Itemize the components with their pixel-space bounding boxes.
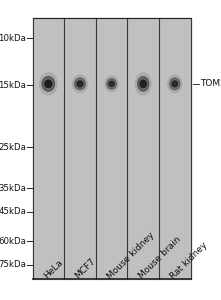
- Ellipse shape: [107, 79, 116, 89]
- Text: 15kDa: 15kDa: [0, 81, 26, 90]
- Ellipse shape: [168, 75, 182, 93]
- Ellipse shape: [72, 75, 88, 93]
- Text: MCF7: MCF7: [74, 257, 97, 281]
- Text: 60kDa: 60kDa: [0, 237, 26, 246]
- Ellipse shape: [74, 78, 85, 90]
- Text: 10kDa: 10kDa: [0, 34, 26, 43]
- Text: Mouse kidney: Mouse kidney: [105, 230, 156, 281]
- Ellipse shape: [170, 78, 180, 90]
- Text: 75kDa: 75kDa: [0, 260, 26, 269]
- Text: Rat kidney: Rat kidney: [168, 240, 209, 281]
- Text: 35kDa: 35kDa: [0, 184, 26, 193]
- Ellipse shape: [138, 76, 149, 91]
- Ellipse shape: [135, 73, 151, 95]
- Text: 25kDa: 25kDa: [0, 142, 26, 152]
- Text: TOM20: TOM20: [200, 79, 221, 88]
- Ellipse shape: [45, 80, 52, 88]
- Bar: [32, 18, 191, 279]
- Ellipse shape: [140, 80, 146, 88]
- Text: 45kDa: 45kDa: [0, 207, 26, 216]
- Ellipse shape: [77, 81, 83, 87]
- Ellipse shape: [40, 73, 57, 95]
- Ellipse shape: [172, 81, 178, 87]
- Ellipse shape: [105, 76, 118, 92]
- Text: HeLa: HeLa: [42, 258, 65, 281]
- Ellipse shape: [109, 81, 114, 86]
- Ellipse shape: [42, 76, 55, 91]
- Text: Mouse brain: Mouse brain: [137, 235, 183, 281]
